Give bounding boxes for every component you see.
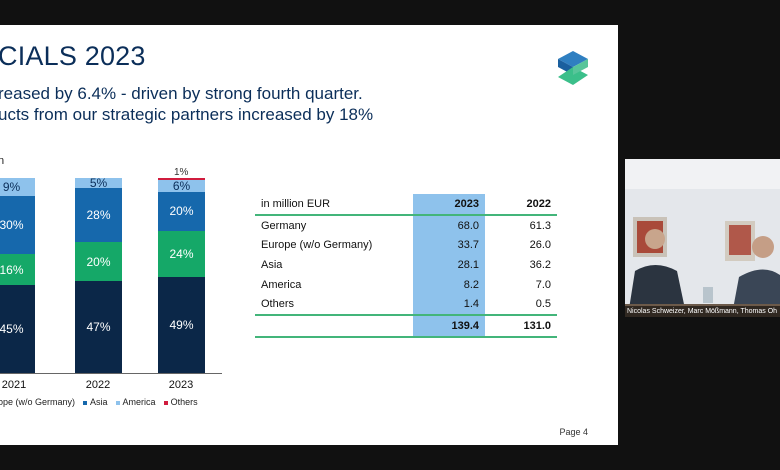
bar-segment-2021-2: 30% xyxy=(0,195,35,255)
legend-item-others: Others xyxy=(163,397,198,407)
table-row: America 8.2 7.0 xyxy=(255,274,557,295)
bar-segment-2022-1: 20% xyxy=(75,242,122,282)
legend-item-america: America xyxy=(115,397,156,407)
video-caption: Nicolas Schweizer, Marc Mößmann, Thomas … xyxy=(625,306,780,317)
page-number: Page 4 xyxy=(559,427,588,437)
table-row: Europe (w/o Germany) 33.7 26.0 xyxy=(255,235,557,256)
others-data-label: 1% xyxy=(174,167,189,178)
bar-segment-2023-0: 49% xyxy=(158,277,205,373)
bar-segment-2022-2: 28% xyxy=(75,187,122,243)
column-header-2023: 2023 xyxy=(413,194,485,216)
value-2022: 26.0 xyxy=(529,239,551,252)
value-2022: 7.0 xyxy=(535,278,551,291)
x-axis-label-2021: 2021 xyxy=(1,379,27,391)
video-feed xyxy=(625,159,780,317)
slide-subtitle-1: reased by 6.4% - driven by strong fourth… xyxy=(0,84,363,103)
row-label: America xyxy=(261,278,302,291)
table-total-row: 139.4 131.0 xyxy=(255,314,557,338)
table-header-row: in million EUR 2023 2022 xyxy=(255,194,557,216)
total-label xyxy=(255,314,413,338)
bar-segment-2023-4 xyxy=(158,178,205,180)
bar-segment-2021-0: 45% xyxy=(0,285,35,373)
bar-2023: 49% 24% 20% 6% xyxy=(158,178,205,373)
chart-unit-fragment: n xyxy=(0,155,5,167)
table-row: Others 1.4 0.5 xyxy=(255,294,557,316)
slide-title: CIALS 2023 xyxy=(0,41,146,71)
row-label: Others xyxy=(261,298,295,311)
video-participant-tile[interactable]: Nicolas Schweizer, Marc Mößmann, Thomas … xyxy=(625,159,780,317)
bar-segment-2021-1: 16% xyxy=(0,254,35,286)
revenue-table: in million EUR 2023 2022 Germany 68.0 61… xyxy=(255,194,557,338)
value-2023: 28.1 xyxy=(413,255,485,275)
value-2023: 1.4 xyxy=(413,294,485,316)
slide-subtitle-2: ucts from our strategic partners increas… xyxy=(0,105,374,124)
bar-segment-2023-2: 20% xyxy=(158,191,205,231)
presentation-slide: CIALS 2023 reased by 6.4% - driven by st… xyxy=(0,25,618,445)
row-label: Germany xyxy=(261,219,307,232)
table-unit-label: in million EUR xyxy=(255,194,413,216)
company-logo-icon xyxy=(558,51,588,85)
row-label: Europe (w/o Germany) xyxy=(261,239,373,252)
legend-item-asia: Asia xyxy=(83,397,108,407)
total-2022: 131.0 xyxy=(485,314,557,338)
value-2023: 8.2 xyxy=(413,274,485,295)
x-axis-label-2023: 2023 xyxy=(168,379,194,391)
chart-legend: ope (w/o Germany) Asia America Others xyxy=(0,397,198,407)
legend-item-europe: ope (w/o Germany) xyxy=(0,397,76,407)
bar-segment-2021-3: 9% xyxy=(0,178,35,196)
bar-2022: 47% 20% 28% 5% xyxy=(75,176,122,373)
value-2022: 36.2 xyxy=(529,258,551,271)
column-header-2022: 2022 xyxy=(485,194,557,216)
value-2023: 33.7 xyxy=(413,235,485,256)
value-2022: 61.3 xyxy=(529,219,551,232)
table-row: Germany 68.0 61.3 xyxy=(255,214,557,236)
bar-segment-2022-3: 5% xyxy=(75,176,122,190)
bar-2021: 45% 16% 30% 9% xyxy=(0,178,35,373)
bar-segment-2022-0: 47% xyxy=(75,281,122,373)
bar-segment-2023-1: 24% xyxy=(158,230,205,278)
total-2023: 139.4 xyxy=(413,314,485,338)
table-row: Asia 28.1 36.2 xyxy=(255,255,557,275)
chart-baseline xyxy=(0,373,222,374)
row-label: Asia xyxy=(261,258,283,271)
value-2023: 68.0 xyxy=(413,214,485,236)
x-axis-label-2022: 2022 xyxy=(85,379,111,391)
bar-segment-2023-3: 6% xyxy=(158,179,205,193)
value-2022: 0.5 xyxy=(535,298,551,311)
